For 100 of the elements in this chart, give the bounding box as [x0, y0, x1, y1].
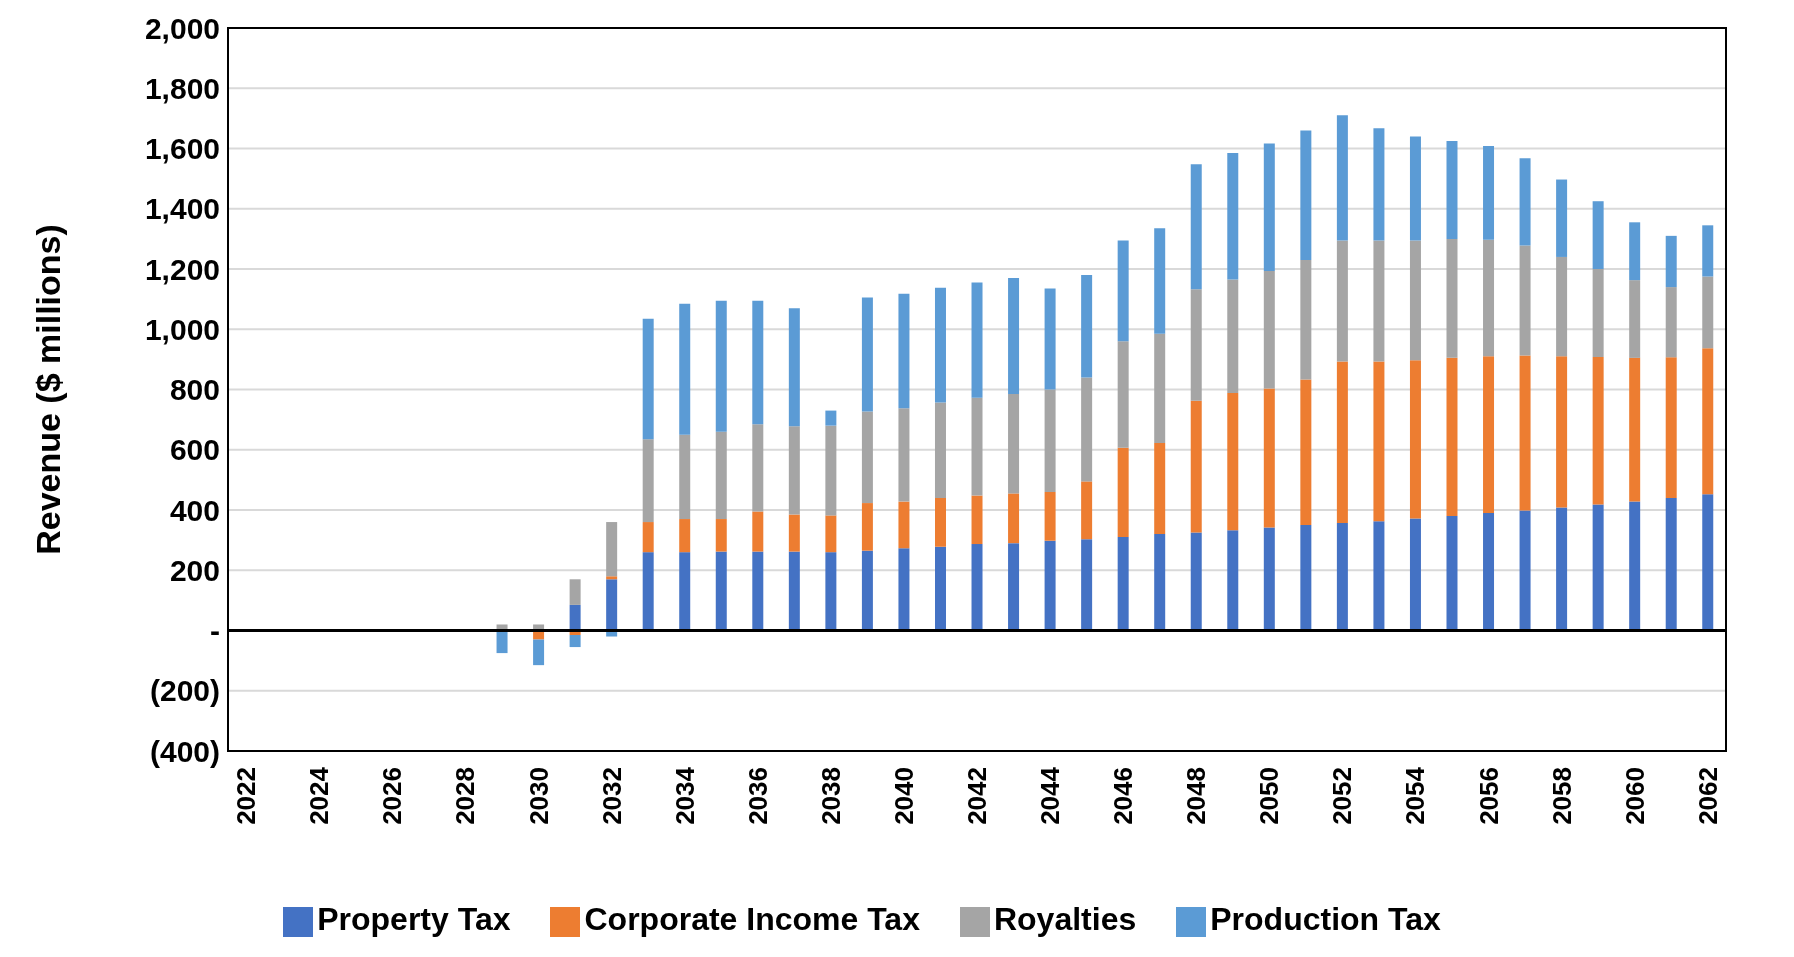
bar	[679, 303, 691, 435]
bar	[1409, 240, 1421, 361]
bar	[1190, 164, 1202, 290]
bar	[1519, 355, 1531, 511]
x-tick-label: 2052	[1327, 767, 1358, 825]
bar	[1227, 153, 1239, 280]
y-tick-label: (200)	[149, 674, 220, 708]
bar	[1519, 245, 1531, 356]
bar	[715, 519, 727, 552]
bar	[934, 497, 946, 547]
x-tick-label: 2062	[1692, 767, 1723, 825]
bar	[1483, 146, 1495, 240]
bar	[1190, 532, 1202, 631]
bar	[1373, 361, 1385, 522]
bar	[1008, 493, 1020, 544]
legend-label: Royalties	[993, 901, 1137, 937]
x-tick-label: 2046	[1108, 767, 1139, 825]
x-tick-label: 2034	[669, 766, 700, 825]
x-tick-label: 2058	[1546, 767, 1577, 825]
bar	[1629, 357, 1641, 502]
bar	[971, 282, 983, 398]
bar	[1336, 115, 1348, 241]
bar	[569, 604, 581, 631]
bar	[1263, 527, 1275, 631]
bar	[1081, 275, 1093, 378]
bar	[934, 546, 946, 631]
bar	[861, 297, 873, 412]
bar	[642, 318, 654, 440]
y-tick-label: 600	[169, 433, 220, 467]
bar	[1629, 280, 1641, 358]
bar	[1409, 136, 1421, 241]
bar	[1446, 357, 1458, 517]
bar	[1373, 128, 1385, 241]
bar	[1081, 481, 1093, 540]
y-tick-label: 400	[169, 493, 220, 527]
y-tick-label: 1,000	[144, 312, 220, 346]
bar	[1629, 222, 1641, 281]
bar	[679, 552, 691, 631]
bar	[1081, 377, 1093, 482]
bar	[1373, 521, 1385, 631]
bar	[1263, 143, 1275, 272]
bar	[752, 551, 764, 631]
bar	[971, 544, 983, 631]
bar	[1373, 240, 1385, 362]
bar	[1702, 348, 1714, 495]
bar	[825, 515, 837, 553]
bar	[1519, 510, 1531, 631]
bar	[1409, 360, 1421, 519]
x-tick-label: 2022	[231, 767, 262, 825]
y-tick-label: 200	[169, 553, 220, 587]
bar	[606, 576, 618, 580]
bar	[606, 522, 618, 577]
bar	[715, 300, 727, 432]
bar	[715, 551, 727, 631]
bar	[1446, 516, 1458, 631]
y-tick-label: 1,200	[144, 252, 220, 286]
x-tick-label: 2042	[962, 767, 992, 825]
bar	[569, 635, 581, 648]
bar	[1592, 201, 1604, 269]
bar	[898, 501, 910, 549]
bar	[898, 408, 910, 502]
bar	[1117, 341, 1129, 448]
bar	[1665, 235, 1677, 288]
bar	[788, 308, 800, 427]
bar	[1592, 356, 1604, 505]
x-tick-label: 2054	[1400, 766, 1431, 825]
bar	[496, 630, 508, 654]
bar	[752, 424, 764, 512]
bar	[1300, 525, 1312, 631]
bar	[1592, 269, 1604, 357]
bar	[1483, 239, 1495, 357]
bar	[1336, 240, 1348, 362]
x-tick-label: 2056	[1473, 767, 1504, 825]
y-tick-label: 800	[169, 373, 220, 407]
bar	[679, 434, 691, 520]
legend-label: Property Tax	[317, 901, 511, 937]
bar	[715, 431, 727, 520]
bar	[788, 514, 800, 552]
bar	[1190, 400, 1202, 533]
bar	[1044, 491, 1056, 541]
y-tick-label: 2,000	[144, 11, 220, 45]
bar	[606, 579, 618, 631]
bar	[1154, 443, 1166, 535]
bar	[1629, 501, 1641, 631]
bar	[1044, 540, 1056, 631]
x-tick-label: 2028	[450, 767, 481, 825]
bar	[1446, 140, 1458, 239]
x-tick-label: 2050	[1254, 767, 1285, 825]
y-tick-label: 1,400	[144, 192, 220, 226]
bar	[788, 551, 800, 631]
bar	[861, 411, 873, 504]
bar	[1154, 333, 1166, 444]
y-tick-label: -	[210, 614, 220, 648]
bar	[1336, 361, 1348, 523]
x-tick-label: 2048	[1181, 767, 1212, 825]
y-axis-title: Revenue ($ millions)	[29, 224, 68, 555]
bar	[1300, 379, 1312, 526]
bar	[1081, 539, 1093, 631]
bar	[1044, 288, 1056, 390]
bar	[533, 639, 545, 666]
